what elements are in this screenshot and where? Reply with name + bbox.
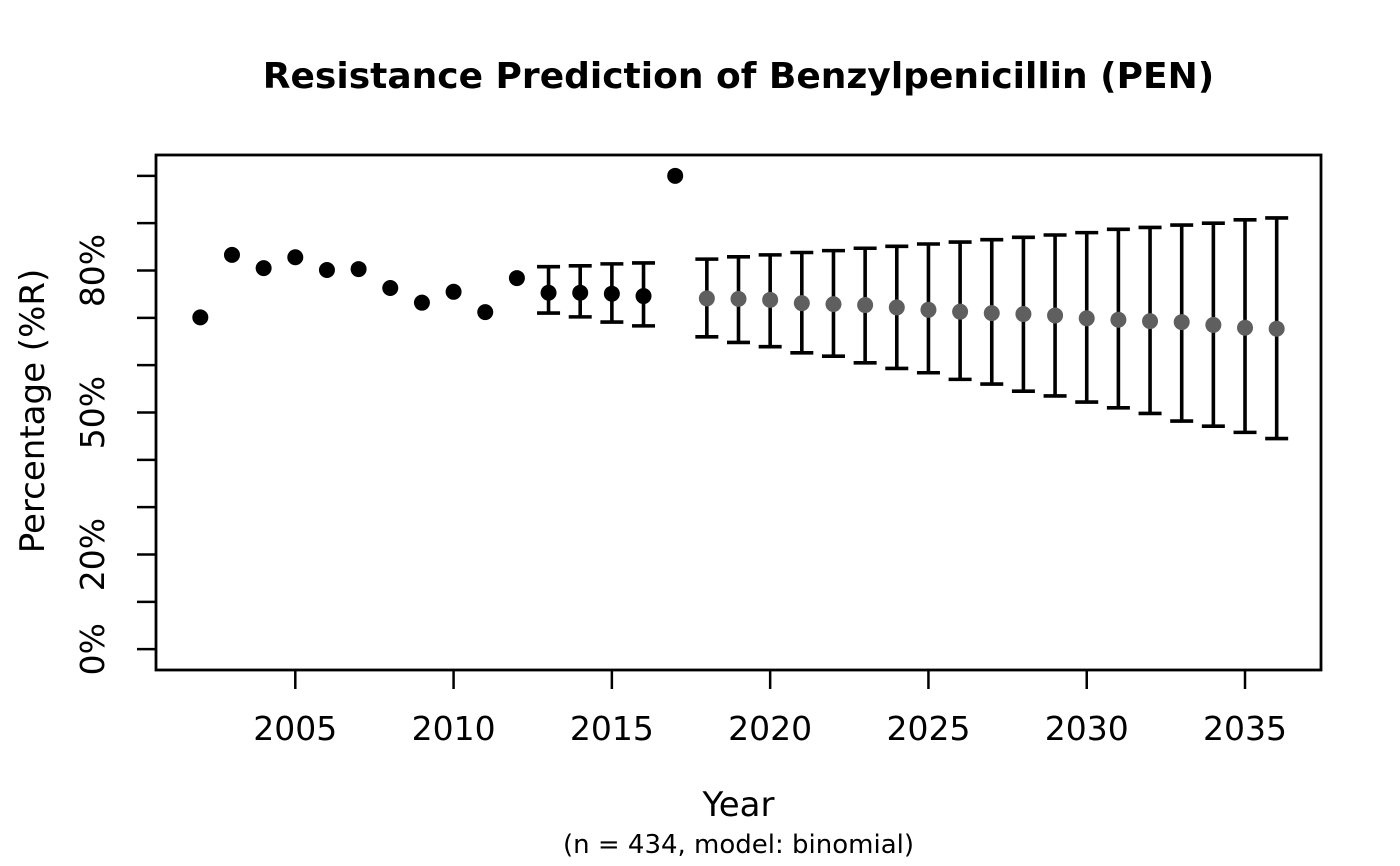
observed-point-2012 xyxy=(508,270,525,287)
x-tick-label-2015: 2015 xyxy=(570,709,654,748)
predicted-point-2027 xyxy=(983,305,1000,322)
observed-point-2011 xyxy=(477,304,494,321)
x-tick-label-2020: 2020 xyxy=(728,709,812,748)
x-axis-title: Year xyxy=(702,785,775,825)
predicted-point-2035 xyxy=(1237,319,1254,336)
predicted-point-2019 xyxy=(730,290,747,307)
observed-point-2003 xyxy=(223,246,240,263)
chart-title: Resistance Prediction of Benzylpenicilli… xyxy=(262,56,1215,97)
predicted-point-2022 xyxy=(825,296,842,313)
predicted-point-2033 xyxy=(1173,314,1190,331)
predicted-point-2026 xyxy=(952,303,969,320)
observed-point-2009 xyxy=(413,294,430,311)
predicted-point-2036 xyxy=(1268,320,1285,337)
observed-point-2010 xyxy=(445,283,462,300)
predicted-point-2031 xyxy=(1110,311,1127,328)
x-tick-label-2005: 2005 xyxy=(253,709,337,748)
predicted-point-2032 xyxy=(1142,313,1159,330)
predicted-point-2025 xyxy=(920,301,937,318)
observed-point-2006 xyxy=(318,262,335,279)
y-tick-label-50: 50% xyxy=(73,376,112,449)
predicted-point-2029 xyxy=(1047,307,1064,324)
y-tick-label-80: 80% xyxy=(73,234,112,307)
x-tick-label-2010: 2010 xyxy=(412,709,496,748)
observed-point-2004 xyxy=(255,260,272,277)
y-tick-label-0: 0% xyxy=(73,623,112,675)
x-tick-label-2025: 2025 xyxy=(886,709,970,748)
predicted-point-2024 xyxy=(888,299,905,316)
observed-point-2015 xyxy=(603,285,620,302)
x-tick-label-2035: 2035 xyxy=(1203,709,1287,748)
predicted-point-2020 xyxy=(762,291,779,308)
predicted-point-2030 xyxy=(1078,310,1095,327)
y-tick-label-20: 20% xyxy=(73,518,112,591)
predicted-point-2034 xyxy=(1205,316,1222,333)
observed-point-2017 xyxy=(667,167,684,184)
predicted-point-2023 xyxy=(857,297,874,314)
predicted-point-2021 xyxy=(793,295,810,312)
predicted-point-2028 xyxy=(1015,306,1032,323)
observed-point-2013 xyxy=(540,284,557,301)
observed-point-2002 xyxy=(192,309,209,326)
observed-point-2014 xyxy=(572,284,589,301)
x-axis-note: (n = 434, model: binomial) xyxy=(562,830,915,860)
x-tick-label-2030: 2030 xyxy=(1045,709,1129,748)
observed-point-2007 xyxy=(350,261,367,278)
observed-point-2005 xyxy=(287,249,304,266)
observed-point-2016 xyxy=(635,288,652,305)
observed-point-2008 xyxy=(382,280,399,297)
predicted-point-2018 xyxy=(698,290,715,307)
